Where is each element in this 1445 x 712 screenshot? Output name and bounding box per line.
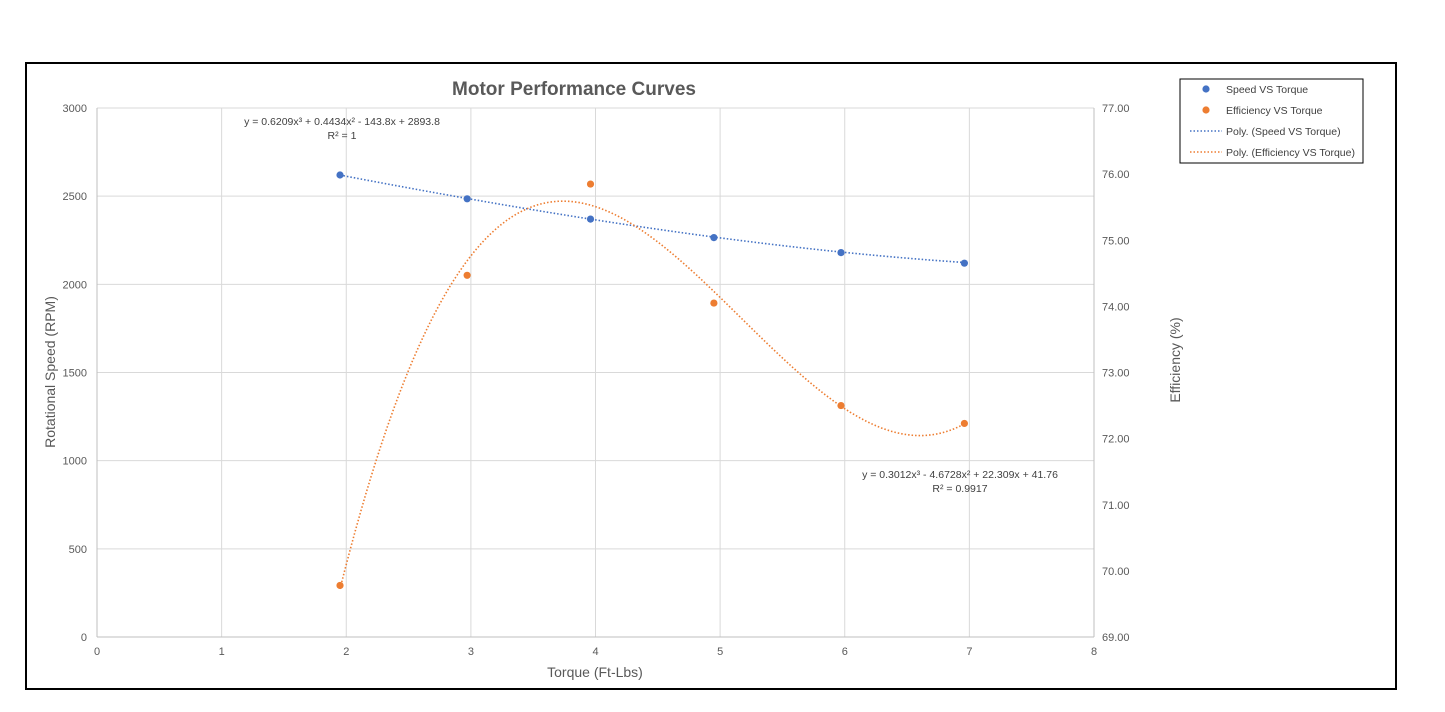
speed-data-point [586, 215, 595, 223]
chart-title: Motor Performance Curves [452, 79, 696, 100]
x-axis-title: Torque (Ft-Lbs) [547, 664, 643, 680]
x-tick-label: 8 [1091, 646, 1097, 658]
x-tick-label: 7 [966, 646, 972, 658]
y-tick-label: 2500 [63, 191, 87, 203]
y-tick-label: 500 [69, 544, 87, 556]
x-tick-label: 0 [94, 646, 100, 658]
x-tick-label: 2 [343, 646, 349, 658]
y2-tick-label: 72.00 [1102, 434, 1130, 446]
y2-tick-label: 74.00 [1102, 301, 1130, 313]
efficiency-data-point [960, 419, 968, 428]
y-tick-label: 1500 [63, 368, 87, 380]
x-tick-label: 1 [219, 646, 225, 658]
y-axis-title: Rotational Speed (RPM) [42, 296, 58, 448]
efficiency-data-point [336, 581, 344, 590]
y-tick-label: 0 [81, 632, 87, 644]
legend: Speed VS Torque Efficiency VS Torque Poly.… [1179, 78, 1364, 164]
legend-label: Efficiency VS Torque [1226, 105, 1323, 117]
speed-trend-equation: y = 0.6209x³ + 0.4434x² - 143.8x + 2893.… [244, 116, 440, 128]
data-points [336, 171, 968, 590]
efficiency-trend-r2: R² = 0.9917 [932, 483, 987, 495]
legend-label: Poly. (Efficiency VS Torque) [1226, 147, 1355, 159]
x-tick-label: 4 [592, 646, 598, 658]
x-tick-label: 5 [717, 646, 723, 658]
y2-tick-label: 77.00 [1102, 103, 1130, 115]
speed-trend-r2: R² = 1 [328, 130, 357, 142]
chart-labels: 0 1 2 3 4 5 6 7 8 0 500 1000 1500 2000 2500 3000 69.00 70… [42, 79, 1183, 680]
axes [96, 108, 1095, 638]
y2-axis-title: Efficiency (%) [1167, 317, 1183, 402]
x-tick-label: 3 [468, 646, 474, 658]
y2-tick-label: 75.00 [1102, 235, 1130, 247]
efficiency-trendline [339, 200, 965, 590]
speed-trendline [339, 174, 965, 264]
efficiency-data-point [463, 271, 471, 279]
trendlines [339, 174, 965, 590]
legend-marker [1202, 85, 1210, 93]
efficiency-data-point [837, 401, 845, 410]
legend-label: Poly. (Speed VS Torque) [1226, 126, 1341, 138]
efficiency-trend-equation: y = 0.3012x³ - 4.6728x² + 22.309x + 41.7… [862, 469, 1058, 481]
speed-data-point [837, 248, 845, 257]
speed-data-point [336, 171, 344, 179]
y2-tick-label: 73.00 [1102, 368, 1130, 380]
legend-box [1179, 78, 1364, 164]
y2-tick-label: 71.00 [1102, 500, 1130, 512]
gridlines [96, 107, 1095, 638]
y2-tick-label: 70.00 [1102, 566, 1130, 578]
y-tick-label: 3000 [63, 103, 87, 115]
speed-data-point [960, 259, 968, 267]
y-tick-label: 2000 [63, 279, 87, 291]
x-tick-label: 6 [842, 646, 848, 658]
legend-label: Speed VS Torque [1226, 84, 1308, 96]
speed-data-point [710, 234, 718, 242]
speed-data-point [463, 195, 471, 203]
efficiency-data-point [586, 180, 595, 188]
legend-marker [1202, 106, 1210, 114]
y2-tick-label: 69.00 [1102, 632, 1130, 644]
y2-tick-label: 76.00 [1102, 169, 1130, 181]
efficiency-data-point [710, 299, 718, 307]
chart-frame [25, 62, 1397, 690]
y-tick-label: 1000 [63, 456, 87, 468]
